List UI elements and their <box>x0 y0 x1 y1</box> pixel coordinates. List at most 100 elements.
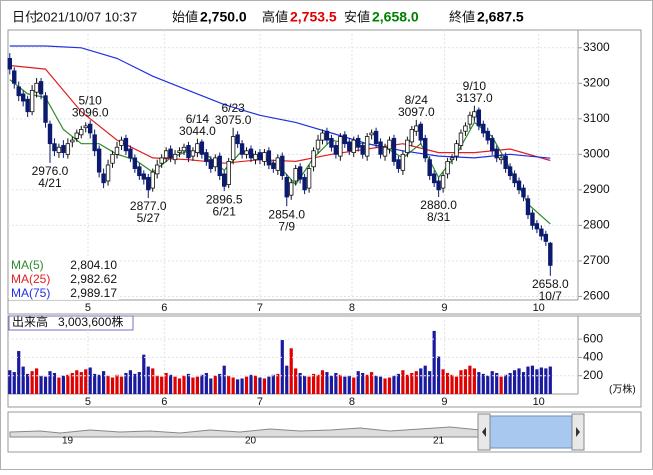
x-tick-label: 9 <box>441 302 447 314</box>
candle-body <box>20 93 26 102</box>
candle-body <box>418 123 423 141</box>
volume-bar <box>173 376 177 394</box>
volume-bar <box>535 369 539 394</box>
legend-name: MA(25) <box>11 272 50 286</box>
volume-bar <box>463 369 468 394</box>
y-tick-label: 400 <box>583 350 603 364</box>
volume-bar <box>244 376 249 394</box>
volume-bar <box>213 375 217 394</box>
handle-arrow <box>576 427 580 437</box>
candle-body <box>92 134 97 152</box>
volume-bar <box>334 372 338 394</box>
candle-body <box>47 123 53 145</box>
candle-body <box>168 148 173 159</box>
candle-body <box>427 159 432 177</box>
candle-body <box>293 168 298 182</box>
header-field: 終値 <box>449 9 475 24</box>
volume-bar <box>249 374 253 394</box>
volume-bar <box>195 376 200 394</box>
volume-bar <box>253 375 258 394</box>
volume-bar <box>490 371 494 394</box>
volume-bar <box>437 356 441 394</box>
volume-bar <box>61 375 65 394</box>
candle-body <box>543 233 549 242</box>
volume-bar <box>262 378 267 394</box>
candle-body <box>289 182 294 196</box>
volume-bar <box>521 372 526 394</box>
price-frame <box>7 29 642 315</box>
volume-bar <box>508 372 512 394</box>
volume-bar <box>66 374 70 394</box>
candle-body <box>485 130 490 141</box>
annotation-price: 3137.0 <box>456 91 493 105</box>
candle-body <box>61 145 66 153</box>
y-tick-label: 2600 <box>583 289 610 303</box>
volume-bar <box>240 378 244 394</box>
candle-body <box>222 173 227 187</box>
candle-body <box>405 139 410 153</box>
annotation-price: 2976.0 <box>32 164 69 178</box>
candle-body <box>123 137 129 152</box>
legend-name: MA(75) <box>11 286 50 300</box>
volume-bar <box>93 373 97 394</box>
volume-bar <box>227 375 231 394</box>
y-tick-label: 3300 <box>583 40 610 54</box>
volume-bar <box>39 375 43 394</box>
volume-frame <box>7 315 642 408</box>
candle-body <box>253 153 258 161</box>
volume-bar <box>34 368 39 394</box>
volume-bar <box>338 374 342 394</box>
volume-bar <box>115 374 119 394</box>
handle-arrow <box>482 427 486 437</box>
legend-value: 2,982.62 <box>70 272 117 286</box>
volume-bar <box>387 377 392 394</box>
volume-bar <box>142 354 146 394</box>
x-tick-label: 7 <box>257 396 263 408</box>
y-tick-label: 3000 <box>583 147 610 161</box>
volume-bar <box>124 372 128 394</box>
volume-bar <box>512 370 517 394</box>
volume-bar <box>191 377 195 394</box>
navigator-label: 20 <box>245 436 257 447</box>
volume-bar <box>481 373 485 394</box>
volume-bar <box>454 376 459 394</box>
candle-body <box>195 143 200 153</box>
volume-unit: (万株) <box>609 383 636 396</box>
volume-bar <box>414 371 418 394</box>
header-field: 安値 <box>344 9 370 24</box>
volume-bar <box>504 374 508 394</box>
annotation-date: 10/7 <box>539 289 563 303</box>
navigator-selection[interactable] <box>489 415 573 449</box>
volume-bar <box>57 377 61 394</box>
x-tick-label: 8 <box>349 396 355 408</box>
candle-body <box>38 81 44 95</box>
annotation-date: 5/10 <box>79 93 103 107</box>
volume-bar <box>84 369 88 394</box>
volume-bar <box>177 378 182 394</box>
candle-body <box>150 171 155 189</box>
candle-body <box>396 159 401 169</box>
volume-bar <box>526 366 530 394</box>
candle-body <box>302 177 307 191</box>
volume-bar <box>320 370 325 394</box>
candle-body <box>128 148 133 159</box>
candle-body <box>141 173 146 180</box>
annotation-date: 6/21 <box>213 204 237 218</box>
candle-body <box>275 157 281 171</box>
candle-body <box>190 150 196 157</box>
volume-bar <box>343 376 347 394</box>
annotation-price: 3075.0 <box>215 113 252 127</box>
candle-body <box>257 152 263 161</box>
volume-bar <box>486 375 490 394</box>
annotation-price: 3096.0 <box>72 105 109 119</box>
candle-body <box>440 175 446 189</box>
candle-body <box>83 125 88 129</box>
header-value: 2,658.0 <box>372 9 419 25</box>
volume-bar <box>285 365 289 394</box>
candle-body <box>137 166 142 177</box>
volume-bar <box>17 351 21 394</box>
y-tick-label: 2700 <box>583 253 610 267</box>
volume-bar <box>133 373 137 394</box>
volume-bar <box>410 372 414 394</box>
